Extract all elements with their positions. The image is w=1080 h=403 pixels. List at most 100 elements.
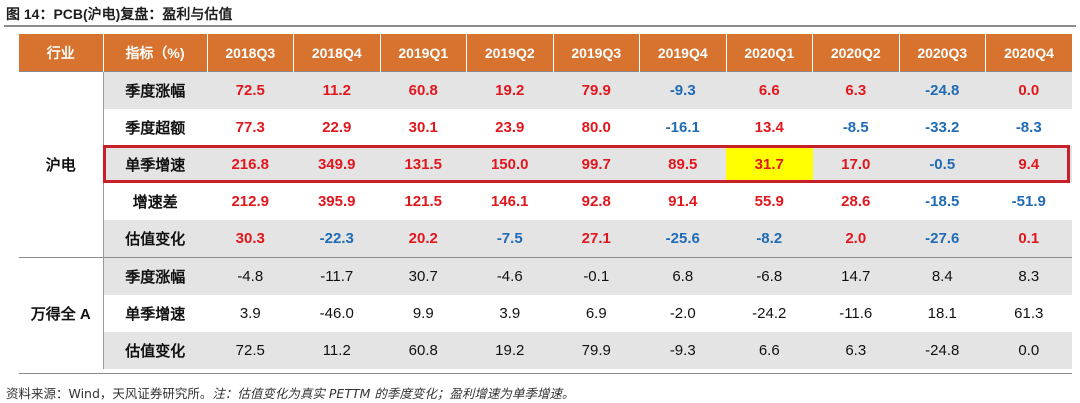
value-cell: 9.4 [985, 146, 1072, 183]
table-bottom-rule [19, 373, 1072, 374]
value-cell: -8.5 [842, 119, 869, 136]
value-cell: -4.6 [466, 257, 553, 295]
value-cell: 79.9 [553, 332, 640, 369]
value-cell: 79.9 [553, 71, 640, 109]
value-cell: 121.5 [404, 193, 443, 210]
title-divider [4, 25, 1076, 27]
value-cell: 72.5 [207, 71, 294, 109]
value-cell: 55.9 [754, 193, 784, 210]
value-cell: 23.9 [495, 119, 525, 136]
value-cell: 8.3 [985, 257, 1072, 295]
metric-cell: 估值变化 [103, 220, 207, 258]
value-cell: 349.9 [293, 146, 380, 183]
value-cell: 30.7 [380, 257, 467, 295]
value-cell: -8.2 [726, 220, 813, 258]
value-cell: 61.3 [1014, 305, 1044, 322]
value-cell: -0.1 [553, 257, 640, 295]
value-cell: 216.8 [207, 146, 294, 183]
metric-cell: 估值变化 [103, 332, 207, 369]
header-metric: 指标（%) [103, 34, 208, 72]
value-cell: 60.8 [380, 332, 467, 369]
value-cell: 3.9 [239, 305, 261, 322]
value-cell: 17.0 [812, 146, 899, 183]
table-row: 单季增速 216.8 349.9 131.5 150.0 99.7 89.5 31.7 17.0… [19, 146, 1072, 183]
header-2018q4: 2018Q4 [293, 34, 381, 72]
value-cell: 30.1 [408, 119, 438, 136]
value-cell: -16.1 [665, 119, 700, 136]
value-cell: 6.6 [726, 332, 813, 369]
footnote-text: 注：估值变化为真实 PETTM 的季度变化；盈利增速为单季增速。 [212, 386, 575, 401]
metric-cell: 季度超额 [125, 120, 186, 137]
header-2020q2: 2020Q2 [812, 34, 900, 72]
table-row: 单季增速 3.9 -46.0 9.9 3.9 6.9 -2.0 -24.2 -11.6 18.1 6… [19, 295, 1072, 332]
value-cell: -8.3 [1015, 119, 1042, 136]
value-cell: 31.7 [726, 146, 813, 183]
value-cell: 6.3 [812, 332, 899, 369]
value-cell: -9.3 [639, 71, 726, 109]
table-row: 增速差 212.9 395.9 121.5 146.1 92.8 91.4 55.9 28.6 -… [19, 183, 1072, 220]
value-cell: -18.5 [925, 193, 960, 210]
metric-cell: 季度涨幅 [103, 71, 207, 109]
value-cell: 20.2 [380, 220, 467, 258]
table-row: 估值变化 30.3 -22.3 20.2 -7.5 27.1 -25.6 -8.2 2.0 -27… [19, 220, 1072, 258]
value-cell: 131.5 [380, 146, 467, 183]
value-cell: 27.1 [553, 220, 640, 258]
value-cell: 3.9 [499, 305, 521, 322]
figure-title: 图 14：PCB(沪电)复盘：盈利与估值 [6, 6, 233, 22]
value-cell: -51.9 [1011, 193, 1046, 210]
value-cell: -24.2 [752, 305, 787, 322]
table-row: 季度超额 77.3 22.9 30.1 23.9 80.0 -16.1 13.4 -8.5 -33… [19, 109, 1072, 146]
header-2020q1: 2020Q1 [726, 34, 813, 72]
table-row: 万得全 A 季度涨幅 -4.8 -11.7 30.7 -4.6 -0.1 6.8 -6.8 14.… [19, 257, 1072, 369]
metric-cell: 季度涨幅 [103, 257, 207, 295]
value-cell: -0.5 [899, 146, 986, 183]
value-cell: 92.8 [581, 193, 611, 210]
value-cell: 11.2 [293, 71, 380, 109]
header-2019q1: 2019Q1 [380, 34, 467, 72]
highlight-box [103, 145, 1070, 183]
metric-cell: 增速差 [132, 194, 178, 211]
value-cell: 80.0 [581, 119, 611, 136]
value-cell: 395.9 [317, 193, 356, 210]
value-cell: 13.4 [754, 119, 784, 136]
metric-cell: 单季增速 [125, 306, 186, 323]
value-cell: 91.4 [668, 193, 698, 210]
value-cell: 6.8 [639, 257, 726, 295]
value-cell: 6.9 [585, 305, 607, 322]
table-row: 估值变化 72.5 11.2 60.8 19.2 79.9 -9.3 6.6 6.3 -24.8 0… [19, 332, 1072, 369]
header-2020q3: 2020Q3 [899, 34, 986, 72]
value-cell: 72.5 [207, 332, 294, 369]
source-text: 资料来源：Wind，天风证券研究所。 [6, 386, 213, 401]
industry-cell: 沪电 [19, 71, 104, 258]
value-cell: 89.5 [639, 146, 726, 183]
value-cell: 28.6 [841, 193, 871, 210]
table-row: 沪电 季度涨幅 72.5 11.2 60.8 19.2 79.9 -9.3 6.6 6.3 -24.… [19, 71, 1072, 258]
value-cell: 60.8 [380, 71, 467, 109]
value-cell: -25.6 [639, 220, 726, 258]
value-cell: 9.9 [412, 305, 434, 322]
value-cell: 77.3 [235, 119, 265, 136]
value-cell: 8.4 [899, 257, 986, 295]
value-cell: 22.9 [322, 119, 352, 136]
value-cell: -4.8 [207, 257, 294, 295]
value-cell: -33.2 [925, 119, 960, 136]
value-cell: -11.7 [293, 257, 380, 295]
header-industry: 行业 [19, 34, 104, 72]
value-cell: 11.2 [293, 332, 380, 369]
value-cell: 30.3 [207, 220, 294, 258]
header-row: 行业 指标（%) 2018Q3 2018Q4 2019Q1 2019Q2 201… [19, 34, 1072, 72]
pcb-review-table: 行业 指标（%) 2018Q3 2018Q4 2019Q1 2019Q2 201… [19, 34, 1072, 369]
value-cell: -11.6 [839, 305, 873, 322]
value-cell: 19.2 [466, 332, 553, 369]
industry-cell: 万得全 A [19, 257, 104, 369]
value-cell: 6.6 [726, 71, 813, 109]
value-cell: 150.0 [466, 146, 553, 183]
value-cell: -24.8 [899, 332, 986, 369]
value-cell: 0.0 [985, 332, 1072, 369]
value-cell: -27.6 [899, 220, 986, 258]
value-cell: -7.5 [466, 220, 553, 258]
value-cell: 18.1 [927, 305, 957, 322]
source-note: 资料来源：Wind，天风证券研究所。注：估值变化为真实 PETTM 的季度变化；… [6, 383, 574, 402]
value-cell: 14.7 [812, 257, 899, 295]
value-cell: -6.8 [726, 257, 813, 295]
